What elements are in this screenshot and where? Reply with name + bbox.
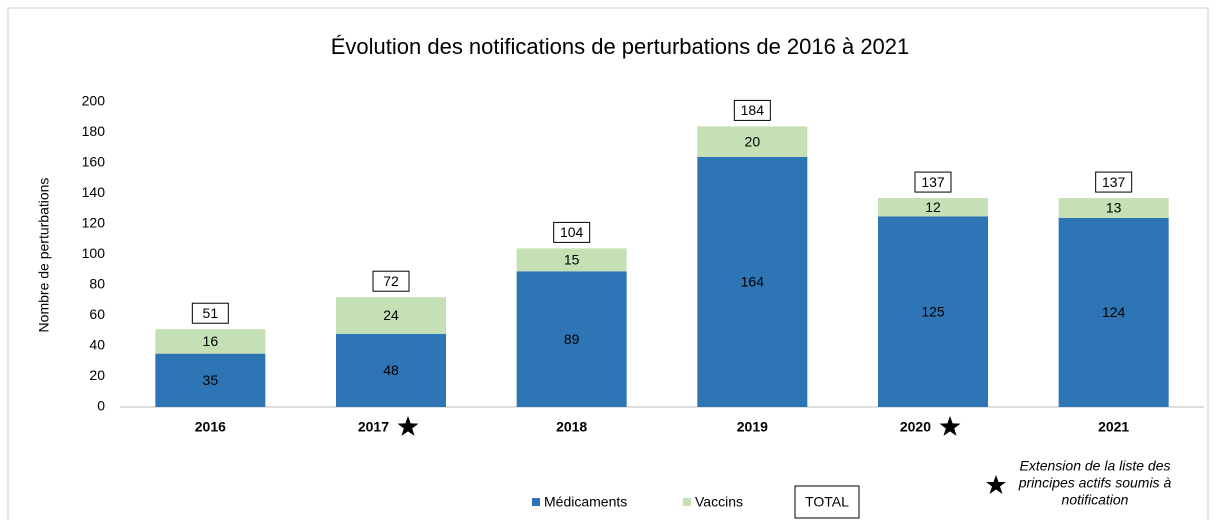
data-label: 12 — [925, 199, 941, 215]
total-label: 51 — [203, 305, 219, 321]
bar-segment — [516, 248, 627, 272]
bar-segment — [516, 271, 627, 407]
data-label: 124 — [1102, 304, 1126, 320]
data-label: 125 — [921, 303, 945, 319]
data-label: 89 — [564, 331, 580, 347]
total-box — [914, 171, 952, 193]
bar-segment — [878, 198, 988, 217]
category-star — [397, 416, 419, 436]
x-tick-label: 2019 — [737, 419, 768, 435]
x-tick-label: 2018 — [556, 419, 587, 435]
bar-segment — [155, 329, 266, 354]
y-axis-label: Nombre de perturbations — [36, 178, 52, 333]
x-tick-label: 2021 — [1098, 419, 1129, 435]
y-tick-label: 20 — [89, 367, 105, 383]
legend-total-label: TOTAL — [805, 494, 849, 510]
total-label: 137 — [921, 174, 945, 190]
data-label: 16 — [203, 333, 219, 349]
data-label: 20 — [745, 133, 761, 149]
bar-segment — [1058, 217, 1169, 407]
x-tick-label: 2017 — [358, 419, 389, 435]
note-line: Extension de la liste des — [1020, 458, 1171, 474]
total-label: 137 — [1102, 174, 1126, 190]
x-tick-label: 2016 — [195, 419, 226, 435]
total-label: 184 — [741, 102, 765, 118]
bar-segment — [697, 156, 808, 407]
category-star — [939, 416, 961, 436]
total-box — [191, 302, 229, 324]
data-label: 164 — [741, 274, 765, 290]
total-label: 72 — [383, 273, 399, 289]
y-tick-label: 100 — [82, 245, 106, 261]
bar-segment — [697, 126, 808, 157]
y-tick-label: 140 — [82, 184, 106, 200]
legend-label: Médicaments — [544, 494, 627, 510]
legend-label: Vaccins — [695, 494, 743, 510]
total-label: 104 — [560, 224, 584, 240]
y-tick-label: 80 — [89, 276, 105, 292]
bar-segment — [1058, 198, 1169, 218]
y-tick-label: 120 — [82, 215, 106, 231]
bar-segment — [155, 353, 266, 407]
y-tick-label: 200 — [82, 93, 106, 109]
bar-segment — [878, 216, 988, 407]
y-tick-label: 60 — [89, 306, 105, 322]
total-box — [1095, 171, 1133, 193]
note-line: principes actifs soumis à — [1018, 475, 1172, 491]
legend-swatch — [683, 498, 691, 506]
data-label: 48 — [383, 362, 399, 378]
data-label: 24 — [383, 307, 399, 323]
chart-title: Évolution des notifications de perturbat… — [331, 34, 910, 59]
bar-segment — [336, 297, 446, 334]
data-label: 13 — [1106, 200, 1122, 216]
y-tick-label: 180 — [82, 123, 106, 139]
note-line: notification — [1062, 492, 1129, 508]
note-star — [986, 475, 1006, 494]
y-tick-label: 0 — [97, 398, 105, 414]
y-tick-label: 40 — [89, 337, 105, 353]
legend-swatch — [532, 498, 540, 506]
data-label: 35 — [203, 372, 219, 388]
data-label: 15 — [564, 252, 580, 268]
x-tick-label: 2020 — [900, 419, 931, 435]
legend-total-box — [794, 485, 860, 519]
y-tick-label: 160 — [82, 154, 106, 170]
total-box — [553, 221, 591, 243]
bar-segment — [336, 333, 446, 407]
total-box — [372, 270, 410, 292]
total-box — [733, 99, 771, 121]
